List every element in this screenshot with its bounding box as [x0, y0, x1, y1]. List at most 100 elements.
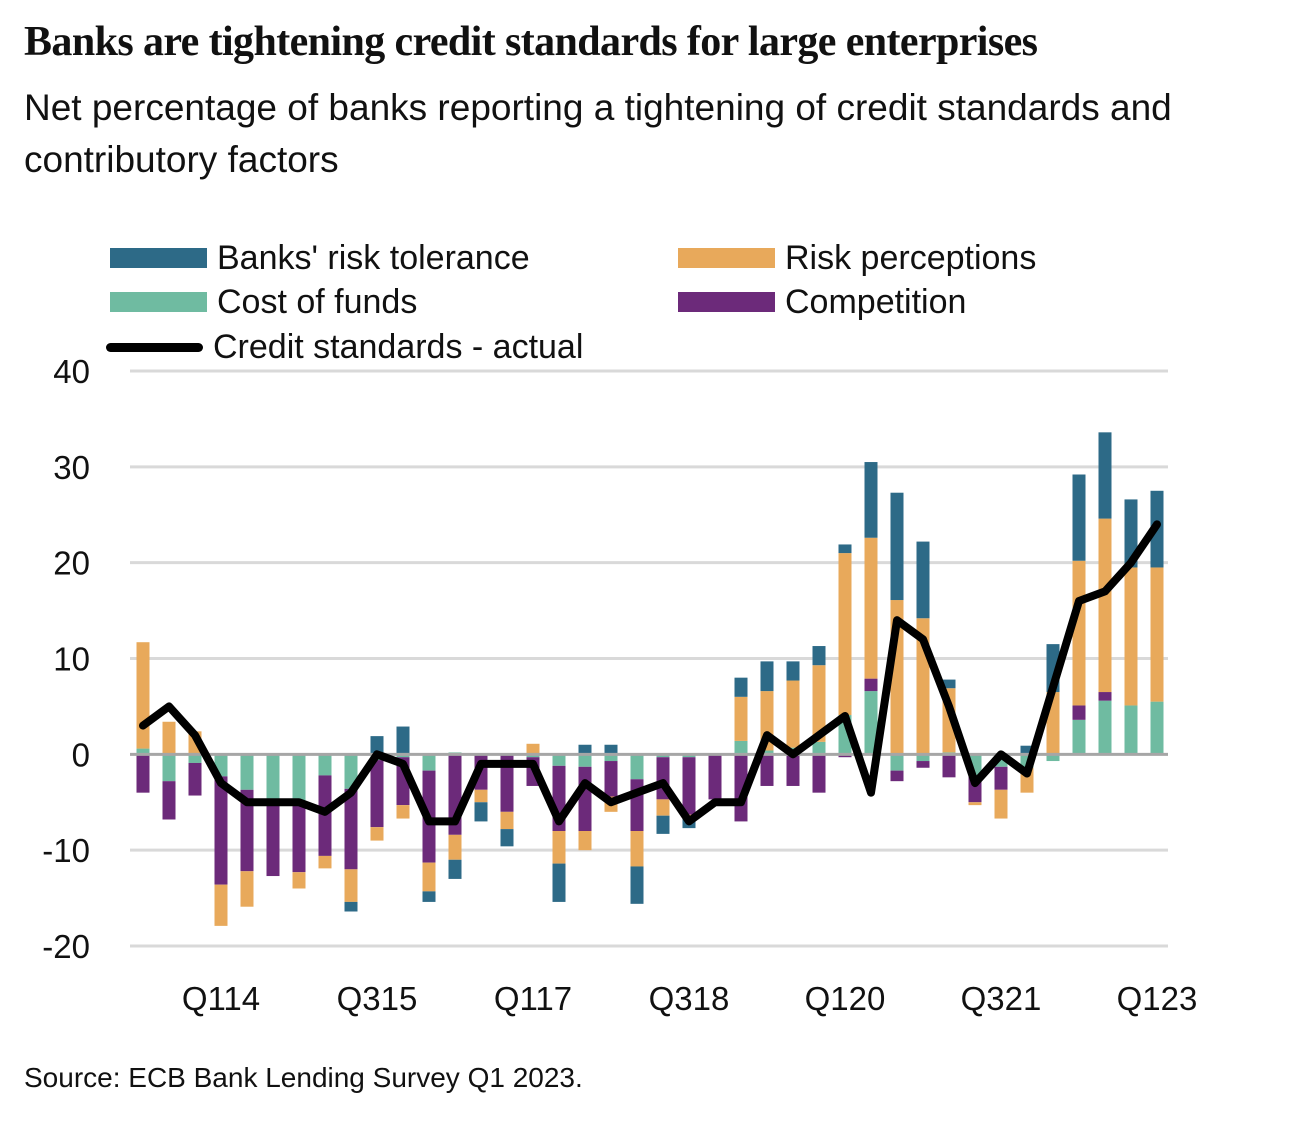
bar-segment-risk-perceptions [630, 831, 644, 867]
bar-segment-risk-perceptions [370, 827, 384, 841]
bar-segment-competition [786, 754, 800, 786]
bar-segment-banks-risk-tolerance [1098, 432, 1112, 519]
bar-segment-banks-risk-tolerance [344, 901, 358, 912]
bar-segment-cost-of-funds [812, 741, 826, 755]
bar-segment-competition [292, 802, 306, 873]
bar-segment-cost-of-funds [422, 754, 436, 771]
bar-segment-risk-perceptions [838, 553, 852, 716]
bar-segment-competition [604, 761, 618, 797]
bar-segment-competition [994, 766, 1008, 790]
bar-segment-competition [812, 754, 826, 793]
bar-segment-cost-of-funds [136, 748, 150, 755]
legend-label: Competition [785, 282, 967, 321]
bar-segment-banks-risk-tolerance [604, 744, 618, 755]
bars [136, 432, 1164, 926]
legend-item-credit-standards: Credit standards - actual [106, 327, 583, 367]
legend-item-risk-perceptions: Risk perceptions [678, 238, 1036, 278]
bar-segment-cost-of-funds [1124, 705, 1138, 755]
bar-segment-competition [188, 762, 202, 796]
bar-segment-banks-risk-tolerance [942, 679, 956, 689]
bar-segment-banks-risk-tolerance [422, 891, 436, 902]
bar-segment-cost-of-funds [162, 754, 176, 782]
x-tick-label: Q315 [337, 980, 418, 1017]
bar-segment-risk-perceptions [344, 869, 358, 902]
bar-segment-risk-perceptions [812, 665, 826, 742]
bar-segment-cost-of-funds [734, 740, 748, 755]
bar-segment-risk-perceptions [1098, 518, 1112, 693]
bar-segment-competition [136, 754, 150, 793]
bar-segment-risk-perceptions [500, 811, 514, 830]
source-note: Source: ECB Bank Lending Survey Q1 2023. [24, 1062, 583, 1093]
y-tick-label: 30 [53, 449, 90, 486]
bar-segment-risk-perceptions [448, 834, 462, 860]
bar-segment-risk-perceptions [1124, 567, 1138, 706]
bar-segment-banks-risk-tolerance [1124, 499, 1138, 568]
bar-segment-banks-risk-tolerance [734, 677, 748, 697]
y-tick-label: 20 [53, 545, 90, 582]
legend-item-competition: Competition [678, 282, 966, 322]
x-tick-label: Q318 [649, 980, 730, 1017]
bar-segment-cost-of-funds [292, 754, 306, 803]
bar-segment-banks-risk-tolerance [916, 541, 930, 619]
bar-segment-cost-of-funds [578, 754, 592, 767]
gridlines [130, 369, 1168, 948]
bar-segment-competition [682, 757, 696, 815]
y-axis-ticks: 40 30 20 10 0 -10 -20 [42, 353, 90, 965]
x-tick-label: Q114 [182, 980, 260, 1017]
bar-segment-risk-perceptions [396, 805, 410, 819]
legend-label: Risk perceptions [785, 238, 1037, 277]
bar-segment-competition [916, 761, 930, 768]
legend-swatch-risk-perceptions [678, 248, 775, 268]
x-tick-label: Q123 [1117, 980, 1198, 1017]
bar-segment-banks-risk-tolerance [1072, 474, 1086, 561]
bar-segment-banks-risk-tolerance [890, 492, 904, 601]
bar-segment-banks-risk-tolerance [448, 859, 462, 879]
legend-item-cost-of-funds: Cost of funds [110, 282, 417, 322]
chart-title: Banks are tightening credit standards fo… [24, 19, 1038, 65]
bar-segment-competition [370, 760, 384, 828]
bar-segment-banks-risk-tolerance [370, 736, 384, 755]
bar-segment-banks-risk-tolerance [812, 646, 826, 666]
bar-segment-risk-perceptions [994, 789, 1008, 819]
bar-segment-cost-of-funds [916, 754, 930, 762]
bar-segment-competition [240, 789, 254, 872]
bar-segment-banks-risk-tolerance [864, 462, 878, 538]
credit-standards-line-layer [139, 520, 1161, 826]
bar-segment-cost-of-funds [188, 754, 202, 763]
credit-standards-line [139, 520, 1161, 826]
chart-subtitle: Net percentage of banks reporting a tigh… [24, 87, 1172, 180]
legend-swatch-cost-of-funds [110, 292, 207, 312]
y-tick-label: 10 [53, 641, 90, 678]
bar-segment-competition [890, 770, 904, 782]
bar-segment-competition [214, 776, 228, 885]
bar-segment-competition [344, 788, 358, 870]
bar-segment-risk-perceptions [318, 855, 332, 869]
bar-segment-cost-of-funds [1046, 754, 1060, 762]
bar-segment-competition [578, 766, 592, 831]
bar-segment-cost-of-funds [266, 754, 280, 800]
y-tick-label: -10 [42, 832, 90, 869]
bar-segment-banks-risk-tolerance [578, 744, 592, 755]
bar-segment-risk-perceptions [1072, 560, 1086, 706]
bar-segment-cost-of-funds [604, 754, 618, 762]
legend-swatch-banks-risk-tolerance [110, 248, 207, 268]
bar-segment-cost-of-funds [552, 754, 566, 766]
bar-segment-risk-perceptions [292, 872, 306, 889]
bar-segment-risk-perceptions [240, 871, 254, 907]
legend-label: Cost of funds [217, 282, 418, 321]
bar-segment-cost-of-funds [240, 754, 254, 790]
bar-segment-competition [942, 754, 956, 778]
bar-segment-banks-risk-tolerance [552, 863, 566, 902]
bar-segment-cost-of-funds [1072, 719, 1086, 755]
bar-segment-competition [1098, 692, 1112, 701]
bar-segment-risk-perceptions [474, 789, 488, 803]
bar-segment-banks-risk-tolerance [630, 866, 644, 904]
x-tick-label: Q120 [805, 980, 886, 1017]
bar-segment-banks-risk-tolerance [786, 661, 800, 681]
bar-segment-risk-perceptions [526, 743, 540, 755]
legend-item-banks-risk-tolerance: Banks' risk tolerance [110, 238, 530, 278]
bar-segment-banks-risk-tolerance [838, 544, 852, 554]
bar-segment-risk-perceptions [162, 721, 176, 755]
bar-segment-risk-perceptions [214, 884, 228, 926]
bar-segment-cost-of-funds [760, 750, 774, 755]
